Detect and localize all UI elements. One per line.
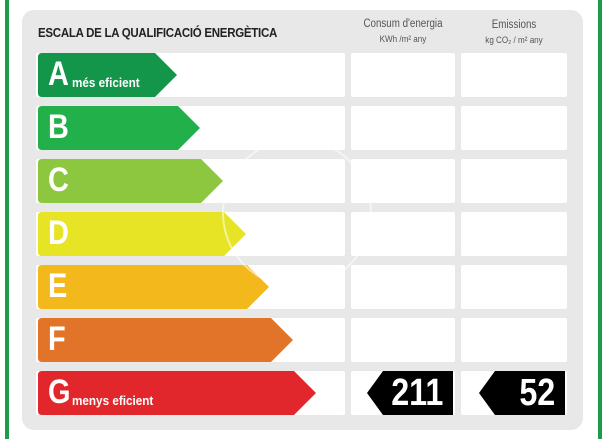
rating-letter: A <box>48 55 69 93</box>
frame-border-right <box>598 0 602 439</box>
rating-letter: B <box>48 108 69 146</box>
emissions-value-indicator: 52 <box>479 371 565 415</box>
rating-arrow-e: E <box>38 265 269 309</box>
rating-letter: E <box>48 267 68 305</box>
energy-cell <box>351 265 455 309</box>
rating-arrow-d: D <box>38 212 246 256</box>
emissions-column-label: Emissions <box>491 19 537 31</box>
energy-column-header: Consum d'energia KWh /m² any <box>359 16 447 48</box>
rating-letter: D <box>48 214 69 252</box>
emissions-column-unit: kg CO₂ / m² any <box>485 35 543 46</box>
energy-cell <box>351 53 455 97</box>
rating-arrow-f: F <box>38 318 293 362</box>
emissions-cell <box>461 159 567 203</box>
energy-column-unit: KWh /m² any <box>379 34 427 45</box>
watermark-logo <box>222 138 372 288</box>
frame-border-left <box>5 0 9 439</box>
emissions-cell <box>461 212 567 256</box>
rating-arrow-b: B <box>38 106 200 150</box>
indicator-value: 52 <box>519 372 555 414</box>
rating-arrow-c: C <box>38 159 223 203</box>
energy-value-indicator: 211 <box>367 371 453 415</box>
indicator-value: 211 <box>390 372 443 414</box>
scale-title: ESCALA DE LA QUALIFICACIÓ ENERGÈTICA <box>38 26 278 40</box>
rating-letter: C <box>48 161 69 199</box>
emissions-cell <box>461 318 567 362</box>
emissions-column-header: Emissions kg CO₂ / m² any <box>469 17 559 49</box>
emissions-cell <box>461 53 567 97</box>
emissions-cell <box>461 106 567 150</box>
energy-column-label: Consum d'energia <box>363 18 443 30</box>
energy-cell <box>351 318 455 362</box>
rating-label: més eficient <box>72 75 140 90</box>
energy-cell <box>351 106 455 150</box>
rating-label: menys eficient <box>72 393 154 408</box>
emissions-cell <box>461 265 567 309</box>
rating-letter: G <box>48 373 71 411</box>
rating-letter: F <box>48 320 66 358</box>
